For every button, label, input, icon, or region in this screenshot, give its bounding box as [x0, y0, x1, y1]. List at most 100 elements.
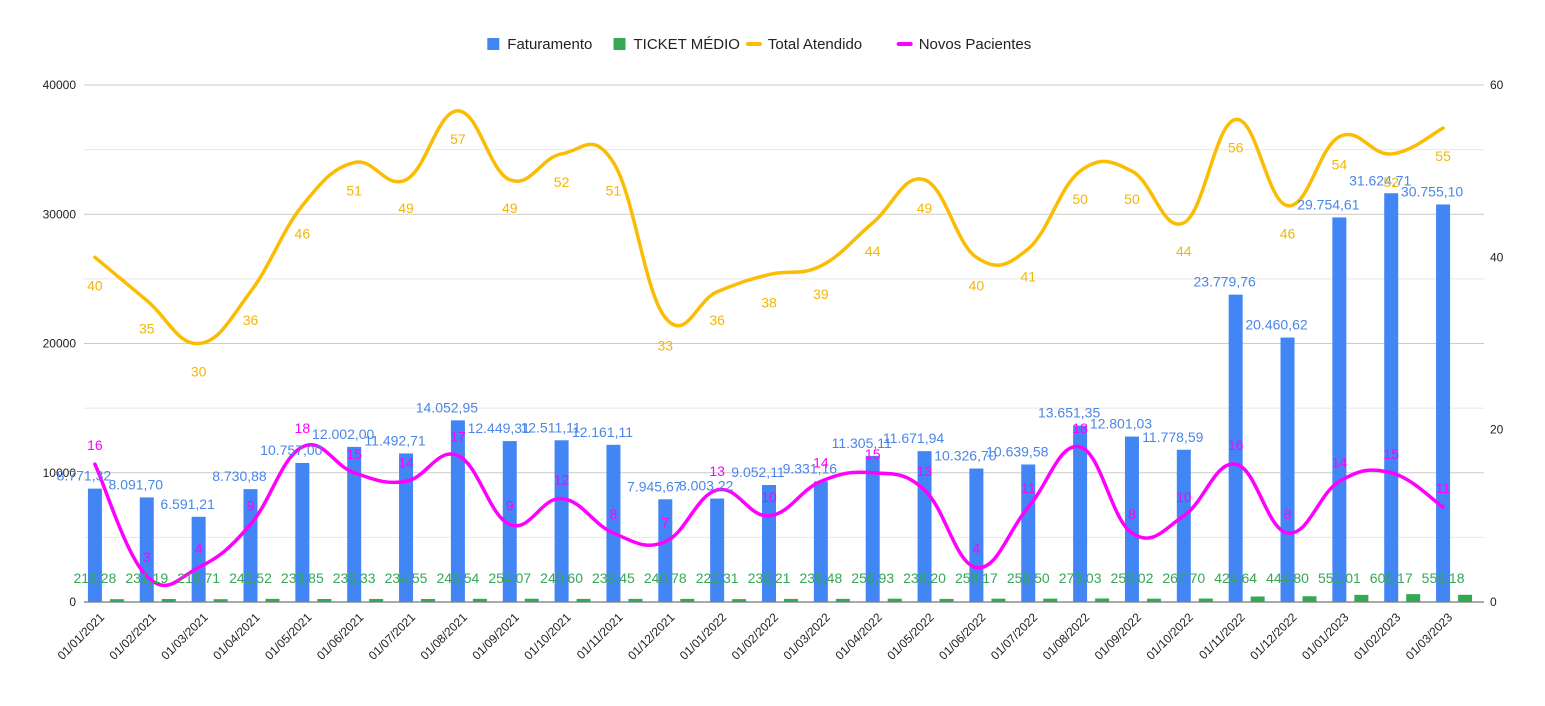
bar-ticket-médio — [732, 599, 747, 602]
faturamento-data-label: 12.161,11 — [572, 424, 633, 440]
right-axis-tick-label: 60 — [1490, 78, 1504, 92]
bar-ticket-médio — [369, 598, 384, 602]
ticket-medio-data-label: 231,19 — [125, 570, 168, 586]
novos-pacientes-data-label: 3 — [143, 549, 151, 565]
faturamento-data-label: 20.460,62 — [1245, 317, 1307, 333]
faturamento-data-label: 12.449,31 — [468, 420, 530, 436]
novos-pacientes-data-label: 14 — [398, 454, 414, 470]
data-labels: 8.771,328.091,70 6.591,21 8.730,88 10.757,0… — [57, 131, 1465, 586]
bar-faturamento — [295, 462, 310, 602]
total-atendido-data-label: 49 — [398, 200, 414, 216]
faturamento-data-label: 10.757,00 — [260, 442, 322, 458]
ticket-medio-data-label: 608,17 — [1370, 570, 1413, 586]
ticket-medio-data-label: 240,60 — [540, 570, 583, 586]
novos-pacientes-data-label: 15 — [346, 446, 362, 462]
faturamento-data-label: 9.052,11 — [731, 464, 785, 480]
novos-pacientes-data-label: 11 — [1436, 480, 1451, 496]
x-axis-tick-label: 01/12/2021 — [625, 610, 678, 663]
faturamento-data-label: 29.754,61 — [1297, 196, 1359, 212]
x-axis-tick-label: 01/02/2021 — [107, 610, 160, 663]
novos-pacientes-data-label: 13 — [917, 463, 933, 479]
ticket-medio-data-label: 273,03 — [1059, 570, 1102, 586]
ticket-medio-data-label: 239,48 — [799, 570, 842, 586]
total-atendido-data-label: 51 — [606, 183, 622, 199]
total-atendido-data-label: 52 — [1383, 174, 1399, 190]
x-axis-tick-label: 01/04/2021 — [210, 610, 263, 663]
total-atendido-data-label: 54 — [1332, 157, 1348, 173]
bar-ticket-médio — [991, 598, 1006, 602]
bar-faturamento — [1228, 294, 1243, 602]
total-atendido-data-label: 35 — [139, 320, 155, 336]
ticket-medio-data-label: 219,28 — [74, 570, 117, 586]
bar-faturamento — [554, 440, 569, 602]
left-axis-tick-label: 0 — [69, 595, 76, 609]
novos-pacientes-data-label: 9 — [247, 497, 255, 513]
novos-pacientes-data-label: 15 — [865, 446, 881, 462]
bar-faturamento — [658, 499, 673, 602]
total-atendido-data-label: 49 — [917, 200, 933, 216]
left-axis-tick-label: 10000 — [43, 466, 77, 480]
ticket-medio-data-label: 424,64 — [1214, 570, 1257, 586]
faturamento-data-label: 11.305,11 — [832, 435, 892, 451]
total-atendido-data-label: 30 — [191, 364, 207, 380]
bar-ticket-médio — [576, 598, 591, 602]
x-axis-tick-label: 01/05/2021 — [262, 610, 315, 663]
x-axis-tick-label: 01/10/2021 — [521, 610, 574, 663]
bar-ticket-médio — [265, 598, 280, 602]
total-atendido-data-label: 44 — [865, 243, 881, 259]
ticket-medio-data-label: 222,31 — [696, 570, 739, 586]
x-axis-tick-label: 01/06/2022 — [936, 610, 989, 663]
bar-ticket-médio — [317, 598, 332, 602]
novos-pacientes-data-label: 12 — [554, 472, 570, 488]
legend-label: TICKET MÉDIO — [634, 36, 740, 53]
bar-ticket-médio — [213, 599, 228, 602]
bar-faturamento — [865, 455, 880, 602]
legend-swatch-faturamento — [487, 38, 500, 50]
bar-ticket-médio — [161, 599, 176, 602]
total-atendido-data-label: 55 — [1435, 148, 1451, 164]
novos-pacientes-data-label: 14 — [1332, 454, 1348, 470]
ticket-medio-data-label: 259,50 — [1007, 570, 1050, 586]
bar-ticket-médio — [109, 599, 124, 602]
bar-ticket-médio — [1095, 598, 1110, 602]
ticket-medio-data-label: 254,07 — [488, 570, 531, 586]
legend-label: Total Atendido — [768, 36, 862, 53]
novos-pacientes-data-label: 8 — [1128, 506, 1136, 522]
ticket-medio-data-label: 234,55 — [385, 570, 428, 586]
x-axis-tick-label: 01/01/2021 — [55, 610, 108, 663]
bar-ticket-médio — [1146, 598, 1161, 602]
ticket-medio-data-label: 444,80 — [1266, 570, 1309, 586]
legend-swatch-ticket-médio — [613, 38, 626, 50]
faturamento-data-label: 8.771,32 — [57, 468, 112, 484]
novos-pacientes-data-label: 7 — [661, 515, 669, 531]
bar-faturamento — [87, 488, 102, 602]
ticket-medio-data-label: 240,78 — [644, 570, 687, 586]
bar-faturamento — [1176, 449, 1191, 602]
bar-faturamento — [813, 481, 828, 602]
bar-series — [87, 193, 1473, 603]
novos-pacientes-data-label: 11 — [1021, 480, 1036, 496]
x-axis-tick-label: 01/03/2023 — [1403, 610, 1456, 663]
ticket-medio-data-label: 238,20 — [903, 570, 946, 586]
total-atendido-data-label: 46 — [295, 226, 311, 242]
novos-pacientes-data-label: 4 — [195, 541, 203, 557]
x-axis-tick-label: 01/09/2022 — [1092, 610, 1145, 663]
left-axis-tick-label: 20000 — [43, 337, 77, 351]
novos-pacientes-data-label: 17 — [450, 429, 466, 445]
x-axis-tick-label: 01/03/2022 — [781, 610, 834, 663]
ticket-medio-data-label: 246,54 — [436, 570, 479, 586]
bar-ticket-médio — [835, 598, 850, 602]
bar-faturamento — [1436, 204, 1451, 602]
faturamento-data-label: 6.591,21 — [160, 496, 215, 512]
total-atendido-data-label: 36 — [709, 312, 725, 328]
total-atendido-data-label: 38 — [761, 295, 777, 311]
ticket-medio-data-label: 551,01 — [1318, 570, 1361, 586]
faturamento-data-label: 12.002,00 — [312, 426, 374, 442]
bar-ticket-médio — [628, 598, 643, 602]
faturamento-data-label: 8.003,22 — [679, 478, 734, 494]
total-atendido-data-label: 57 — [450, 131, 466, 147]
total-atendido-data-label: 39 — [813, 286, 829, 302]
novos-pacientes-data-label: 18 — [295, 420, 311, 436]
faturamento-data-label: 12.801,03 — [1090, 416, 1152, 432]
